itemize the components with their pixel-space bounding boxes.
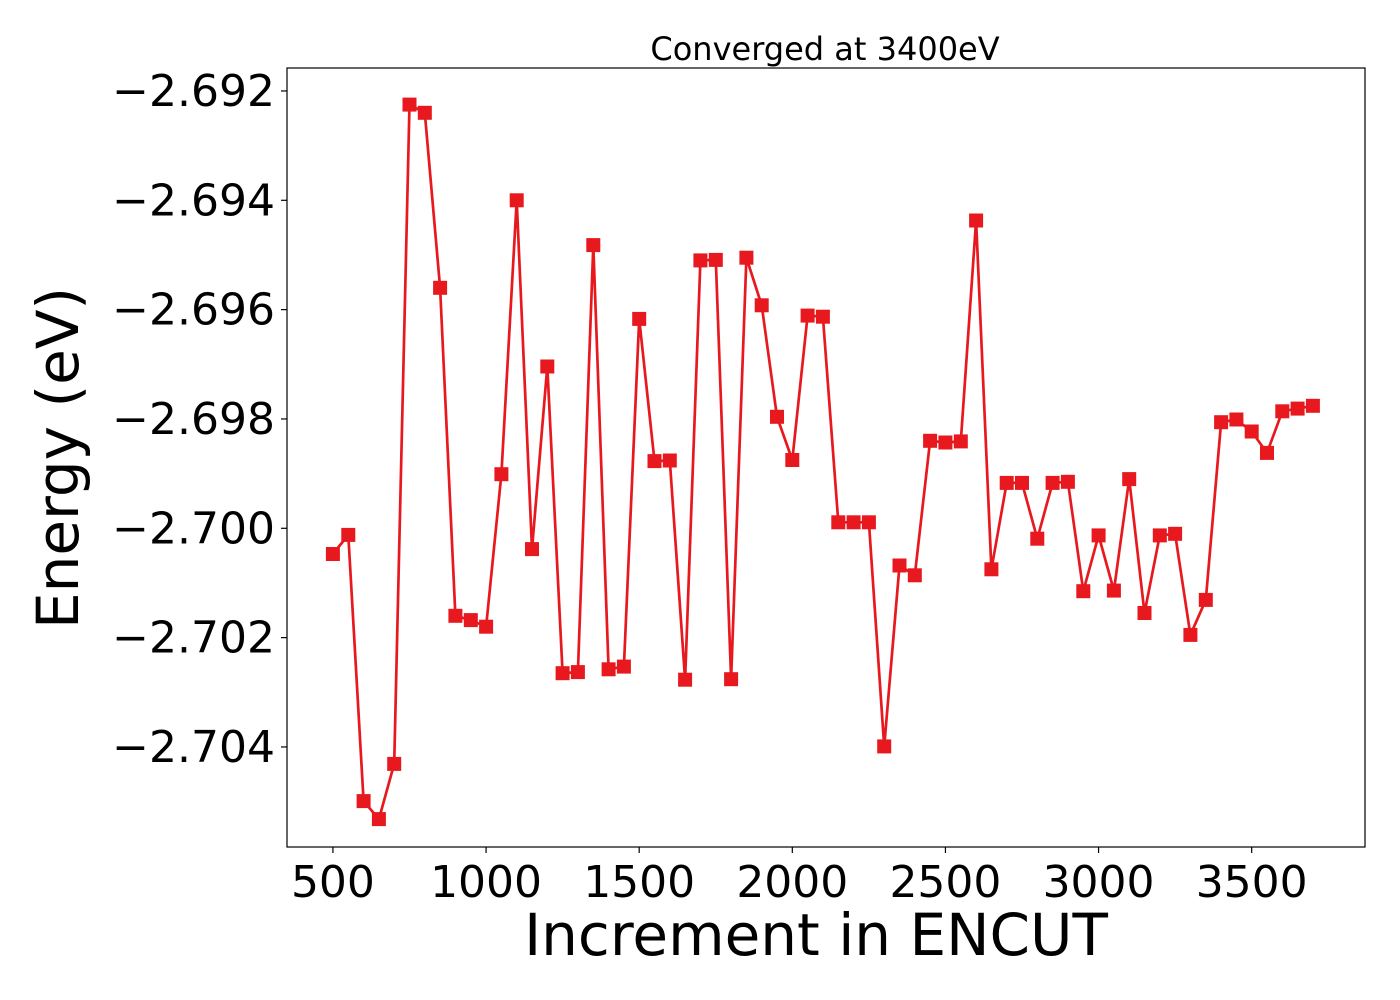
- data-point: [1183, 627, 1198, 642]
- x-tick-label: 500: [291, 857, 375, 908]
- data-point: [739, 250, 754, 265]
- data-point: [402, 97, 417, 112]
- data-point: [770, 409, 784, 424]
- data-point: [1091, 528, 1106, 543]
- data-point: [586, 238, 601, 253]
- data-point: [846, 515, 861, 530]
- data-point: [877, 739, 892, 754]
- data-point: [1290, 401, 1305, 416]
- data-point: [1060, 474, 1075, 489]
- data-point: [525, 542, 539, 557]
- data-point: [953, 434, 968, 449]
- data-point: [800, 308, 815, 323]
- y-tick-label: −2.698: [112, 394, 275, 445]
- data-point: [356, 794, 371, 809]
- data-point: [693, 253, 708, 268]
- data-point: [647, 454, 662, 469]
- data-point: [785, 453, 800, 467]
- chart-title: Converged at 3400eV: [650, 30, 999, 68]
- y-axis-label: Energy (eV): [24, 287, 92, 629]
- x-tick-label: 3000: [1043, 857, 1155, 908]
- data-point: [387, 756, 402, 771]
- data-point: [923, 433, 938, 448]
- data-point: [984, 562, 999, 577]
- x-tick-label: 2000: [736, 857, 848, 908]
- data-point: [570, 665, 585, 680]
- data-point: [463, 613, 478, 628]
- data-point: [861, 515, 876, 530]
- data-point: [371, 812, 386, 827]
- data-point: [662, 453, 677, 468]
- data-point: [448, 608, 463, 623]
- data-point: [938, 435, 953, 450]
- data-point: [907, 568, 922, 583]
- data-point: [1076, 584, 1091, 599]
- data-point: [1275, 404, 1290, 419]
- data-point: [708, 252, 723, 267]
- x-tick-label: 2500: [889, 857, 1001, 908]
- data-point: [417, 105, 432, 120]
- data-point: [724, 672, 739, 687]
- data-point: [1198, 592, 1213, 607]
- data-point: [325, 547, 340, 561]
- x-axis-ticks: 500 1000 1500 2000 2500 3000 3500: [291, 847, 1308, 908]
- data-point: [433, 280, 448, 295]
- data-point: [815, 309, 830, 324]
- data-point: [1030, 531, 1045, 546]
- y-tick-label: −2.700: [112, 503, 275, 554]
- data-point: [1229, 412, 1244, 427]
- data-point: [494, 467, 509, 482]
- x-tick-label: 1500: [583, 857, 695, 908]
- data-point: [632, 311, 647, 326]
- data-point: [892, 558, 907, 573]
- y-tick-label: −2.704: [112, 722, 275, 773]
- data-point: [969, 213, 984, 228]
- data-point: [1045, 475, 1060, 490]
- x-axis-label: Increment in ENCUT: [524, 901, 1108, 969]
- series-markers: [325, 97, 1320, 827]
- data-point: [601, 662, 616, 677]
- y-axis-ticks: −2.692 −2.694 −2.696 −2.698 −2.700 −2.702 −2.7…: [112, 66, 287, 773]
- data-point: [479, 619, 494, 634]
- data-point: [1152, 528, 1167, 543]
- data-point: [1106, 583, 1121, 598]
- data-point: [831, 515, 846, 530]
- data-point: [1244, 424, 1259, 439]
- data-point: [1214, 415, 1229, 430]
- data-point: [678, 672, 693, 687]
- data-point: [999, 475, 1014, 490]
- data-point: [1168, 526, 1183, 541]
- data-point: [754, 298, 769, 313]
- data-point: [1015, 475, 1029, 490]
- data-point: [1122, 472, 1137, 487]
- data-point: [616, 659, 631, 674]
- plot-frame: [286, 67, 1366, 848]
- x-tick-label: 1000: [430, 857, 542, 908]
- data-point: [555, 666, 570, 681]
- data-point: [1305, 398, 1320, 413]
- y-tick-label: −2.694: [112, 175, 275, 226]
- data-point: [540, 359, 555, 374]
- y-tick-label: −2.702: [112, 613, 275, 664]
- data-point: [341, 527, 356, 542]
- y-tick-label: −2.696: [112, 285, 275, 336]
- energy-series: [325, 97, 1320, 827]
- data-point: [1137, 606, 1152, 620]
- x-tick-label: 3500: [1196, 857, 1308, 908]
- data-point: [1260, 445, 1274, 460]
- data-point: [509, 193, 524, 208]
- y-tick-label: −2.692: [112, 66, 275, 117]
